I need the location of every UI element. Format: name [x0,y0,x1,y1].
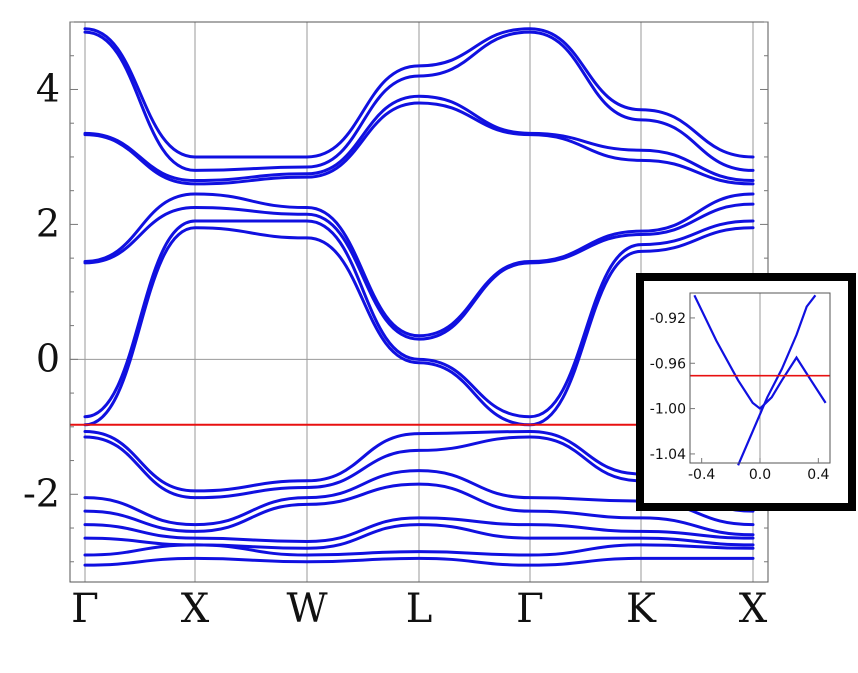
band-4 [83,101,755,186]
inset-bands [693,294,827,466]
band-7 [83,219,755,419]
band-1 [83,27,755,159]
main-bands [83,27,755,567]
band-8 [83,226,755,427]
band-16 [83,556,755,567]
y-tick-label: 0 [36,336,60,380]
inset-y-ticks: -0.92 -0.96 -1.00 -1.04 [650,311,695,463]
inset-band-2 [737,294,817,466]
k-point-label: W [286,586,327,632]
k-point-label: Γ [516,586,544,632]
inset-x-tick-label: 0.0 [749,467,771,483]
band-3 [83,94,755,183]
inset-y-tick-label: -1.00 [650,402,686,418]
inset-y-tick-label: -0.92 [650,311,686,327]
k-point-label: Γ [71,586,99,632]
k-point-label: X [181,586,210,632]
k-point-label: K [626,586,657,632]
inset-y-tick-label: -0.96 [650,356,686,372]
y-axis-ticks: 4 2 0 -2 [23,21,768,563]
band-13 [83,516,755,544]
band-2 [83,30,755,172]
inset-x-tick-label: -0.4 [688,467,715,483]
band-5 [83,192,755,338]
inset-y-tick-label: -1.04 [650,447,686,463]
y-tick-label: 2 [36,201,60,245]
band-15 [83,543,755,557]
band-6 [83,202,755,341]
band-12 [83,482,755,537]
y-tick-label: -2 [23,471,60,515]
y-tick-label: 4 [36,66,60,110]
inset-x-tick-label: 0.4 [807,467,829,483]
k-point-label: L [406,586,433,632]
inset-zoom-panel: -0.92 -0.96 -1.00 -1.04 -0.4 0.0 0.4 [636,273,856,511]
k-point-label: X [739,586,768,632]
inset-x-ticks: -0.4 0.0 0.4 [688,458,830,483]
